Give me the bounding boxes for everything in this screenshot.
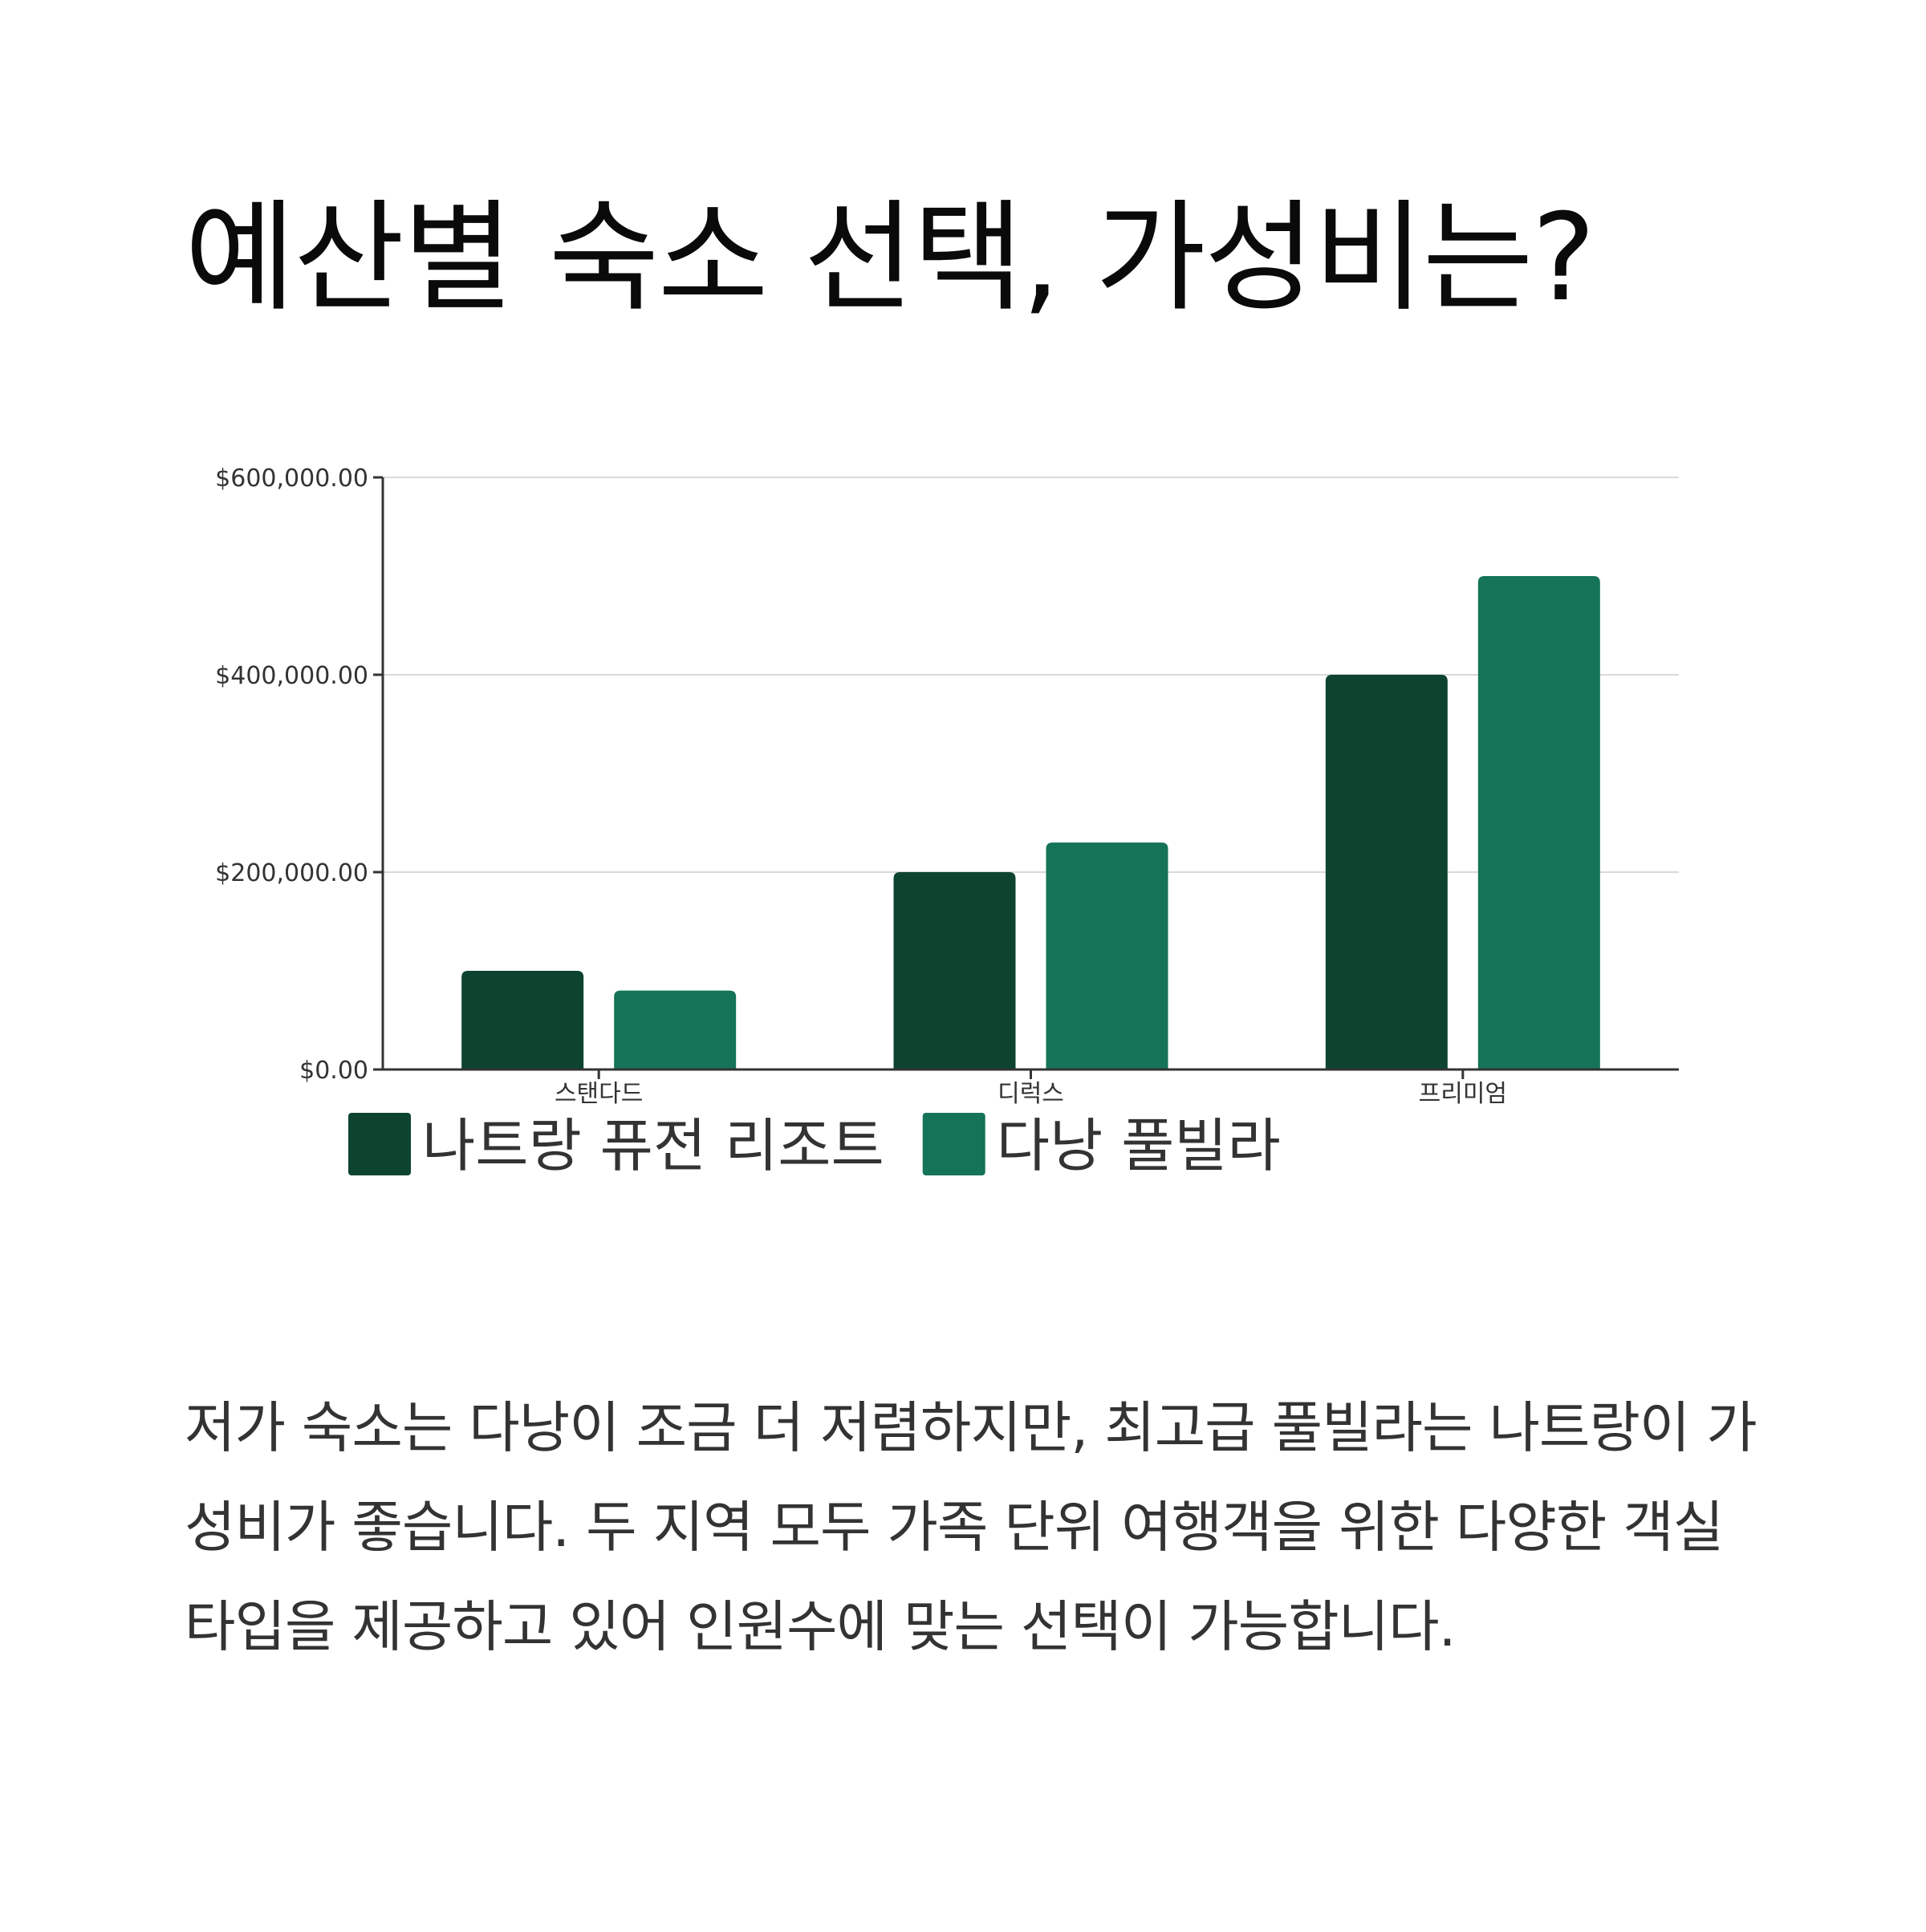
bar-danang-2 bbox=[1477, 576, 1600, 1070]
bar-danang-0 bbox=[614, 990, 737, 1070]
legend-label: 나트랑 퓨전 리조트 bbox=[422, 1112, 884, 1179]
legend: 나트랑 퓨전 리조트 다낭 풀빌라 bbox=[348, 1112, 1281, 1179]
gridlines bbox=[383, 477, 1679, 873]
y-tick-label: $200,000.00 bbox=[215, 859, 368, 887]
page-title: 예산별 숙소 선택, 가성비는? bbox=[185, 189, 1595, 328]
legend-swatch bbox=[348, 1113, 411, 1175]
y-tick-label: $0.00 bbox=[299, 1057, 368, 1085]
legend-label: 다낭 풀빌라 bbox=[997, 1112, 1281, 1179]
bar-nhatrang-1 bbox=[893, 872, 1016, 1070]
bar-nhatrang-2 bbox=[1325, 675, 1448, 1070]
bar-chart: $0.00 $200,000.00 $400,000.00 $600,000.00 스탠… bbox=[215, 465, 1679, 1179]
legend-swatch bbox=[922, 1113, 985, 1175]
axes: $0.00 $200,000.00 $400,000.00 $600,000.00 스탠… bbox=[215, 465, 1679, 1108]
y-tick-label: $600,000.00 bbox=[215, 465, 368, 493]
y-tick-label: $400,000.00 bbox=[215, 662, 368, 690]
description-text: 저가 숙소는 다낭이 조금 더 저렴하지만, 최고급 풀빌라는 나트랑이 가성비… bbox=[185, 1396, 1757, 1659]
x-tick-label: 디럭스 bbox=[998, 1080, 1064, 1108]
x-tick-label: 스탠다드 bbox=[555, 1080, 643, 1108]
bar-danang-1 bbox=[1046, 842, 1168, 1070]
bar-nhatrang-0 bbox=[461, 971, 584, 1070]
bars bbox=[461, 576, 1600, 1070]
x-tick-label: 프리미엄 bbox=[1419, 1080, 1507, 1108]
